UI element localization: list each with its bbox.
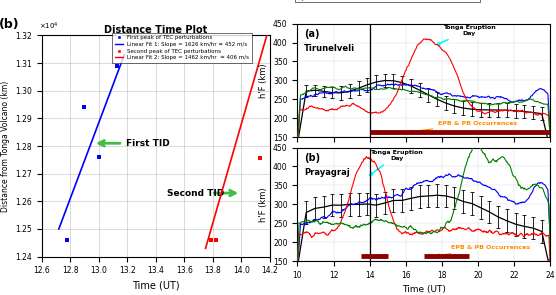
Text: First TID: First TID <box>126 139 170 148</box>
15 Jan <box>502 108 509 112</box>
Y-axis label: h'F (km): h'F (km) <box>259 63 267 98</box>
Text: Second TID: Second TID <box>167 189 224 198</box>
16 Jan <box>547 140 554 144</box>
14 Jan <box>415 84 421 88</box>
Text: EPB & PB Occurrences: EPB & PB Occurrences <box>410 121 518 133</box>
Line: 16 Jan: 16 Jan <box>297 86 550 144</box>
Text: (b): (b) <box>0 18 19 31</box>
16 Jan <box>445 97 452 101</box>
14 Jan <box>445 92 452 96</box>
Title: Distance Time Plot: Distance Time Plot <box>104 24 207 35</box>
Text: $\times10^4$: $\times10^4$ <box>39 21 59 32</box>
15 Jan <box>445 55 452 58</box>
14 Jan <box>431 89 438 92</box>
Text: Prayagraj: Prayagraj <box>304 168 350 177</box>
Text: EPB & PB Occurrences: EPB & PB Occurrences <box>437 245 530 256</box>
14 Jan <box>502 97 509 100</box>
16 Jan <box>415 90 421 94</box>
15 Jan <box>294 150 301 154</box>
16 Jan <box>542 102 548 106</box>
15 Jan <box>416 42 423 45</box>
15 Jan <box>547 144 554 147</box>
16 Jan <box>502 101 509 104</box>
16 Jan <box>416 91 423 94</box>
15 Jan <box>542 112 548 116</box>
Text: (a): (a) <box>304 29 319 39</box>
Text: Tirunelveli: Tirunelveli <box>304 44 355 53</box>
16 Jan <box>294 142 301 146</box>
14 Jan <box>542 89 548 93</box>
X-axis label: Time (UT): Time (UT) <box>402 285 446 294</box>
Legend: 28 Days Mean, 14 Jan, 15 Jan, 16 Jan: 28 Days Mean, 14 Jan, 15 Jan, 16 Jan <box>295 0 480 2</box>
14 Jan <box>392 82 399 86</box>
Line: 14 Jan: 14 Jan <box>297 84 550 147</box>
Y-axis label: h'F (km): h'F (km) <box>259 187 267 222</box>
Text: (b): (b) <box>304 153 320 163</box>
X-axis label: Time (UT): Time (UT) <box>132 281 180 291</box>
Text: Tonga Eruption
Day: Tonga Eruption Day <box>437 25 495 45</box>
Text: Tonga Eruption
Day: Tonga Eruption Day <box>370 150 423 175</box>
15 Jan <box>421 37 428 41</box>
Legend: First peak of TEC perturbations, Linear Fit 1: Slope = 1626 km/hr ≈ 452 m/s, Sec: First peak of TEC perturbations, Linear … <box>112 33 251 63</box>
14 Jan <box>416 85 423 88</box>
15 Jan <box>414 43 421 47</box>
Line: 15 Jan: 15 Jan <box>297 39 550 152</box>
14 Jan <box>294 145 301 148</box>
16 Jan <box>342 84 349 88</box>
16 Jan <box>431 96 438 99</box>
14 Jan <box>547 135 554 139</box>
Y-axis label: Distance from Tonga Volcano (km): Distance from Tonga Volcano (km) <box>1 81 9 212</box>
15 Jan <box>431 42 438 46</box>
